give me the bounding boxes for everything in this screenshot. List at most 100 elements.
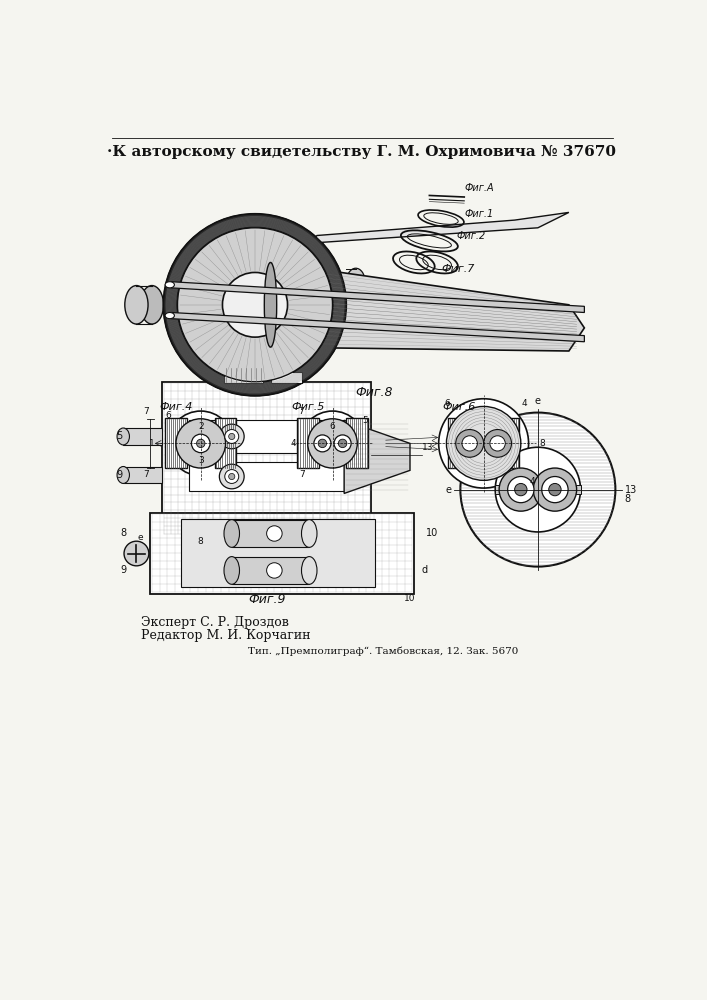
Bar <box>182 519 375 587</box>
Text: Эксперт С. Р. Дроздов: Эксперт С. Р. Дроздов <box>141 616 289 629</box>
Circle shape <box>446 406 521 480</box>
Bar <box>448 418 469 468</box>
Text: 1: 1 <box>149 439 155 448</box>
Circle shape <box>225 430 239 443</box>
Text: Фиг.А: Фиг.А <box>464 183 494 193</box>
Bar <box>162 382 371 536</box>
Text: 6: 6 <box>329 422 335 431</box>
Circle shape <box>318 439 327 448</box>
Circle shape <box>223 272 288 337</box>
Bar <box>495 485 580 494</box>
Circle shape <box>542 477 568 503</box>
Ellipse shape <box>224 520 240 547</box>
Polygon shape <box>309 212 569 243</box>
Circle shape <box>176 419 226 468</box>
Circle shape <box>228 433 235 440</box>
Text: Фиг.8: Фиг.8 <box>356 386 393 399</box>
Circle shape <box>549 483 561 496</box>
Text: Тип. „Премполиграф“. Тамбовская, 12. Зак. 5670: Тип. „Премполиграф“. Тамбовская, 12. Зак… <box>247 647 518 656</box>
Ellipse shape <box>301 520 317 547</box>
Bar <box>123 428 162 445</box>
Text: 7: 7 <box>144 470 149 479</box>
Bar <box>123 466 162 483</box>
Circle shape <box>163 214 346 396</box>
Circle shape <box>515 483 527 496</box>
Text: 5: 5 <box>362 416 368 425</box>
Circle shape <box>533 468 577 511</box>
Text: 2: 2 <box>198 422 204 431</box>
Circle shape <box>267 563 282 578</box>
Ellipse shape <box>140 286 163 324</box>
Bar <box>271 372 301 383</box>
Circle shape <box>228 473 235 480</box>
Ellipse shape <box>224 557 240 584</box>
Bar <box>232 520 309 547</box>
Circle shape <box>219 464 244 489</box>
Circle shape <box>192 434 210 453</box>
Circle shape <box>490 436 506 451</box>
Text: Фиг.6: Фиг.6 <box>442 402 476 412</box>
Text: 7: 7 <box>298 407 305 416</box>
Text: 4: 4 <box>530 477 535 486</box>
Text: 13: 13 <box>625 485 637 495</box>
Circle shape <box>225 470 239 483</box>
Bar <box>189 462 344 491</box>
Text: d: d <box>421 565 428 575</box>
Ellipse shape <box>117 466 129 483</box>
Text: 13: 13 <box>421 443 433 452</box>
Polygon shape <box>344 420 410 493</box>
Circle shape <box>334 435 351 452</box>
Text: 9: 9 <box>117 470 122 480</box>
Text: 8: 8 <box>539 439 544 448</box>
Circle shape <box>267 526 282 541</box>
Text: Редактор М. И. Корчагин: Редактор М. И. Корчагин <box>141 629 310 642</box>
Bar <box>498 418 519 468</box>
Polygon shape <box>171 282 585 312</box>
Text: Фиг.5: Фиг.5 <box>291 402 325 412</box>
Bar <box>151 513 414 594</box>
Circle shape <box>168 411 233 476</box>
Circle shape <box>438 399 529 488</box>
Text: Фиг.7: Фиг.7 <box>441 264 474 274</box>
Circle shape <box>460 413 615 567</box>
Ellipse shape <box>125 286 148 324</box>
Text: 10: 10 <box>426 528 438 538</box>
Bar <box>224 368 263 383</box>
Ellipse shape <box>346 314 365 341</box>
Bar <box>215 418 236 468</box>
Circle shape <box>484 430 512 457</box>
Text: e: e <box>137 533 143 542</box>
Text: 10: 10 <box>404 594 416 603</box>
Text: Фиг.1: Фиг.1 <box>464 209 493 219</box>
Ellipse shape <box>165 312 175 319</box>
Circle shape <box>197 439 205 448</box>
Circle shape <box>124 541 149 566</box>
Text: 4: 4 <box>290 439 296 448</box>
Ellipse shape <box>346 268 365 295</box>
Text: 4: 4 <box>522 399 527 408</box>
Text: Фиг.4: Фиг.4 <box>159 402 192 412</box>
Ellipse shape <box>165 282 175 288</box>
Text: e: e <box>445 485 451 495</box>
Text: 6: 6 <box>444 399 450 408</box>
Circle shape <box>219 424 244 449</box>
Circle shape <box>499 468 542 511</box>
Text: Фиг.2: Фиг.2 <box>457 231 486 241</box>
Circle shape <box>456 430 484 457</box>
Bar <box>232 557 309 584</box>
Bar <box>189 420 344 453</box>
Ellipse shape <box>301 557 317 584</box>
Text: 5: 5 <box>116 431 122 441</box>
Text: 8: 8 <box>120 528 127 538</box>
Text: 7: 7 <box>299 470 305 479</box>
Circle shape <box>462 436 477 451</box>
Text: Фиг.9: Фиг.9 <box>248 593 286 606</box>
Circle shape <box>495 447 580 532</box>
Circle shape <box>339 439 347 448</box>
Text: ·К авторскому свидетельству Г. М. Охримовича № 37670: ·К авторскому свидетельству Г. М. Охримо… <box>107 145 617 159</box>
Text: 6: 6 <box>165 411 171 420</box>
Circle shape <box>300 411 365 476</box>
Text: 7: 7 <box>143 407 148 416</box>
Bar <box>297 418 319 468</box>
Polygon shape <box>271 262 585 351</box>
